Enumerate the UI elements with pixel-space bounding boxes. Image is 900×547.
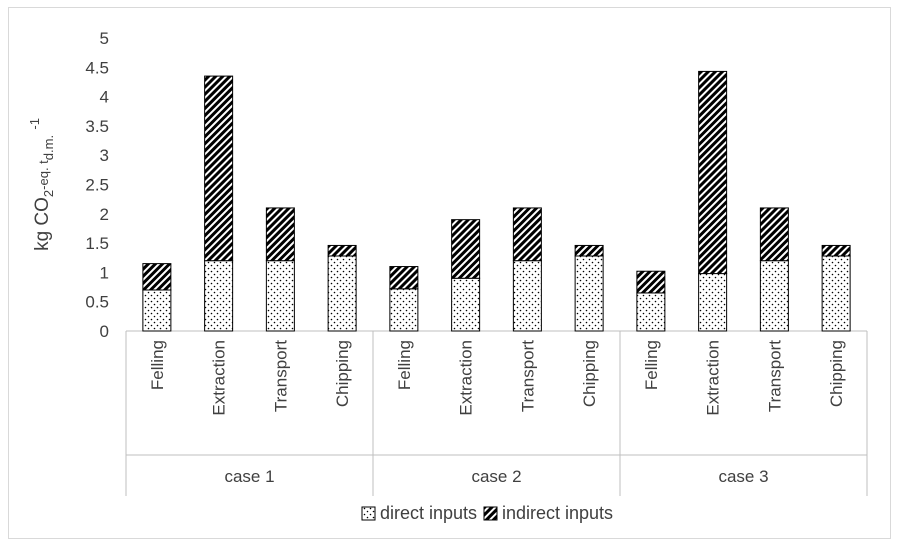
category-label: Felling <box>148 340 167 390</box>
group-label: case 2 <box>471 467 521 486</box>
y-tick-label: 5 <box>100 29 109 48</box>
legend: direct inputs indirect inputs <box>361 503 613 523</box>
bar-direct-inputs <box>327 255 357 332</box>
category-label: Extraction <box>704 340 723 416</box>
category-label: Transport <box>765 340 784 412</box>
y-tick-label: 4 <box>100 88 109 107</box>
bar-direct-inputs <box>451 277 481 332</box>
y-tick-label: 0 <box>100 322 109 341</box>
labels: 0 0.5 1 1.5 2 2.5 3 3.5 4 4.5 5 kg CO2-eq. td.m. -1… <box>27 29 846 486</box>
bar-indirect-inputs <box>265 207 295 262</box>
y-tick-label: 2.5 <box>85 176 109 195</box>
bar-direct-inputs <box>759 260 789 332</box>
bar-indirect-inputs <box>698 70 728 275</box>
bar-indirect-inputs <box>821 244 851 257</box>
bar-direct-inputs <box>389 288 419 332</box>
y-tick-label: 2 <box>100 205 109 224</box>
bar-indirect-inputs <box>636 270 666 294</box>
bar-direct-inputs <box>142 289 172 332</box>
category-label: Chipping <box>827 340 846 407</box>
legend-indirect-inputs-label: indirect inputs <box>502 503 613 523</box>
category-label: Felling <box>395 340 414 390</box>
y-tick-label: 3.5 <box>85 117 109 136</box>
category-label: Chipping <box>333 340 352 407</box>
category-label: Extraction <box>457 340 476 416</box>
bar-indirect-inputs <box>389 266 419 290</box>
legend-direct-inputs-swatch <box>361 506 376 521</box>
y-tick-label: 3 <box>100 146 109 165</box>
category-label: Felling <box>642 340 661 390</box>
bar-indirect-inputs <box>327 244 357 257</box>
group-label: case 3 <box>718 467 768 486</box>
bar-direct-inputs <box>204 260 234 332</box>
bar-indirect-inputs <box>512 207 542 262</box>
bar-direct-inputs <box>512 260 542 332</box>
group-label: case 1 <box>224 467 274 486</box>
category-label: Transport <box>271 340 290 412</box>
y-axis-label: kg CO2-eq. td.m. -1 <box>27 118 56 251</box>
legend-indirect-inputs-swatch <box>483 506 498 521</box>
category-label: Chipping <box>580 340 599 407</box>
y-tick-label: 1.5 <box>85 234 109 253</box>
y-tick-label: 1 <box>100 263 109 282</box>
y-tick-label: 4.5 <box>85 58 109 77</box>
axes <box>125 330 868 496</box>
bar-direct-inputs <box>821 255 851 332</box>
bar-indirect-inputs <box>204 75 234 262</box>
legend-direct-inputs-label: direct inputs <box>380 503 477 523</box>
bar-indirect-inputs <box>451 219 481 279</box>
bar-direct-inputs <box>265 260 295 332</box>
bar-indirect-inputs <box>142 263 172 291</box>
bars <box>142 70 851 332</box>
category-label: Transport <box>518 340 537 412</box>
bar-indirect-inputs <box>759 207 789 262</box>
bar-indirect-inputs <box>574 244 604 257</box>
category-label: Extraction <box>210 340 229 416</box>
bar-direct-inputs <box>636 292 666 332</box>
bar-direct-inputs <box>574 255 604 332</box>
bar-direct-inputs <box>698 273 728 332</box>
y-tick-label: 0.5 <box>85 293 109 312</box>
